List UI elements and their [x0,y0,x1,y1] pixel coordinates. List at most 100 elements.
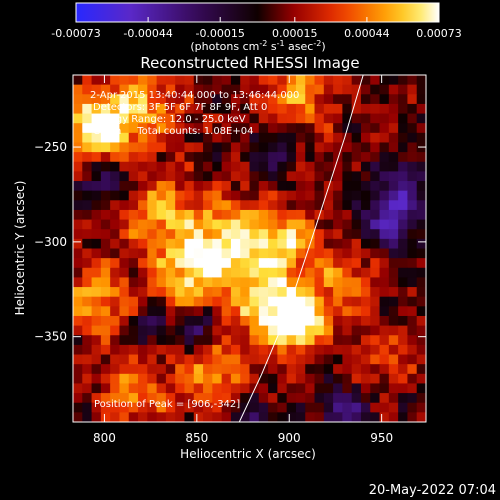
heatmap-cell [360,287,371,298]
heatmap-cell [230,75,241,86]
heatmap-cell [305,171,316,182]
heatmap-cell [305,393,316,404]
heatmap-cell [360,219,371,230]
heatmap-cell [212,393,223,404]
heatmap-cell [165,393,176,404]
heatmap-cell [249,113,260,124]
heatmap-cell [305,412,316,422]
heatmap-cell [295,219,306,230]
heatmap-cell [379,229,390,240]
heatmap-cell [305,287,316,298]
heatmap-cell [165,373,176,385]
heatmap-cell [193,229,204,240]
heatmap-cell [138,94,148,105]
heatmap-cell [277,190,288,201]
heatmap-cell [323,209,334,221]
heatmap-cell [258,219,269,230]
heatmap-cell [119,113,130,124]
heatmap-cell [128,258,139,269]
heatmap-cell [323,161,334,172]
heatmap-cell [323,402,334,413]
heatmap-cell [82,412,93,422]
heatmap-cell [407,161,418,172]
heatmap-cell [91,75,102,86]
heatmap-cell [230,306,241,317]
heatmap-cell [193,364,204,375]
heatmap-cell [128,103,139,115]
heatmap-cell [295,258,306,269]
heatmap-cell [360,412,371,422]
heatmap-cell [147,238,158,250]
heatmap-cell [73,132,83,144]
heatmap-cell [249,267,260,279]
heatmap-cell [379,402,390,413]
heatmap-cell [379,209,390,221]
peak-position-label: Position of Peak = [906,-342] [94,399,240,410]
heatmap-cell [184,393,195,404]
heatmap-cell [156,103,167,115]
heatmap-cell [128,315,139,327]
heatmap-cell [203,344,213,356]
colorbar-tick-label: -0.00073 [51,27,100,40]
heatmap-cell [268,94,278,105]
heatmap-cell [286,354,297,365]
heatmap-cell [351,152,362,163]
heatmap-cell [407,258,418,269]
heatmap-cell [156,75,167,86]
heatmap-cell [360,296,371,307]
heatmap-cell [91,277,102,288]
heatmap-cell [203,123,213,134]
heatmap-cell [398,258,409,269]
heatmap-cell [314,344,325,356]
heatmap-cell [110,402,121,413]
heatmap-cell [110,181,121,192]
heatmap-cell [73,383,83,394]
heatmap-cell [184,248,195,259]
heatmap-cell [73,267,83,279]
heatmap-cell [351,103,362,115]
heatmap-cell [82,383,93,394]
heatmap-cell [221,209,232,221]
heatmap-cell [100,364,111,375]
heatmap-cell [342,383,353,394]
heatmap-cell [295,412,306,422]
heatmap-cell [221,238,232,250]
heatmap-cell [82,161,93,172]
heatmap-cell [342,200,353,211]
heatmap-cell [314,258,325,269]
heatmap-cell [314,171,325,182]
heatmap-cell [221,296,232,307]
heatmap-cell [351,181,362,192]
heatmap-cell [82,315,93,327]
heatmap-cell [295,344,306,356]
heatmap-cell [147,267,158,279]
heatmap-cell [156,113,167,124]
heatmap-cell [416,373,426,385]
heatmap-cell [212,354,223,365]
heatmap-cell [91,152,102,163]
heatmap-cell [277,393,288,404]
heatmap-cell [388,219,399,230]
heatmap-cell [416,181,426,192]
heatmap-cell [165,132,176,144]
heatmap-cell [240,132,251,144]
heatmap-cell [379,412,390,422]
heatmap-cell [82,344,93,356]
heatmap-cell [379,238,390,250]
heatmap-cell [351,335,362,346]
heatmap-cell [128,84,139,95]
heatmap-cell [333,75,343,86]
heatmap-cell [147,209,158,221]
heatmap-cell [82,190,93,201]
heatmap-cell [128,412,139,422]
heatmap-cell [175,402,186,413]
heatmap-cell [147,383,158,394]
heatmap-cell [268,152,278,163]
annotation-time: 2-Apr-2015 13:40:44.000 to 13:46:44.000 [90,90,299,101]
heatmap-cell [184,335,195,346]
heatmap-cell [407,287,418,298]
heatmap-cell [305,209,316,221]
heatmap-cell [370,190,381,201]
y-tick-label: −300 [34,235,67,249]
heatmap-cell [286,287,297,298]
